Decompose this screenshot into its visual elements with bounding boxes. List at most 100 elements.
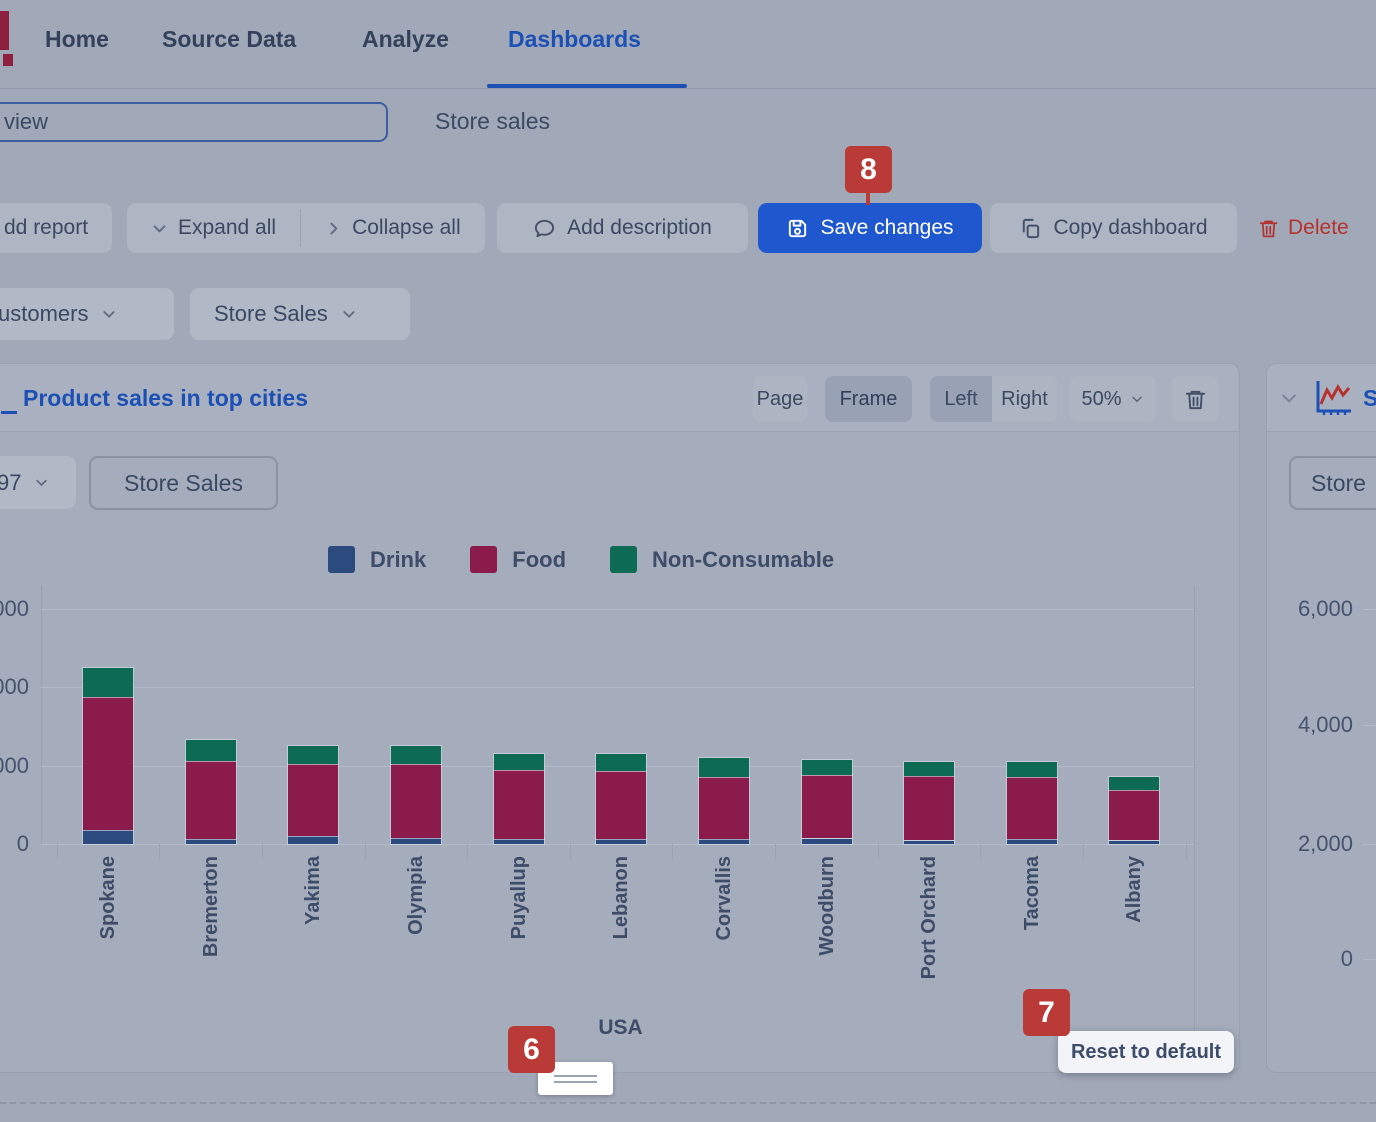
- collapse-chevron-icon[interactable]: [1279, 388, 1299, 408]
- plot-right-frame-line: [1194, 586, 1195, 1073]
- bar-yakima-non-consumable[interactable]: [288, 746, 339, 764]
- legend-item-drink[interactable]: Drink: [328, 546, 426, 573]
- bar-port-orchard-drink[interactable]: [904, 840, 955, 844]
- bar-woodburn-drink[interactable]: [801, 838, 852, 844]
- bar-port-orchard-non-consumable[interactable]: [904, 761, 955, 777]
- card-title-link[interactable]: Product sales in top cities: [23, 385, 309, 411]
- legend-label-drink: Drink: [370, 546, 427, 572]
- nav-item-source-data[interactable]: Source Data: [162, 26, 297, 52]
- right-card-y-tick-mark: [1363, 725, 1376, 726]
- add-description-label: Add description: [567, 216, 712, 239]
- bar-corvallis-non-consumable[interactable]: [698, 757, 749, 777]
- customers-filter-chip[interactable]: ustomers: [0, 288, 174, 340]
- right-card-y-tick-mark: [1363, 609, 1376, 610]
- bar-lebanon-food[interactable]: [596, 770, 647, 840]
- bar-woodburn-food[interactable]: [801, 774, 852, 839]
- x-category-label: Yakima: [302, 856, 325, 925]
- add-report-button[interactable]: dd report: [0, 203, 112, 253]
- save-changes-button[interactable]: Save changes: [758, 203, 982, 253]
- bar-albany-food[interactable]: [1109, 790, 1160, 841]
- bar-puyallup-non-consumable[interactable]: [493, 753, 544, 771]
- bar-tacoma-non-consumable[interactable]: [1006, 761, 1057, 778]
- y-tick-label: 000: [0, 596, 29, 622]
- bar-lebanon-non-consumable[interactable]: [596, 754, 647, 771]
- bar-yakima-food[interactable]: [288, 763, 339, 837]
- bar-spokane-food[interactable]: [83, 697, 133, 831]
- collapse-all-button[interactable]: Collapse all: [301, 203, 485, 253]
- store-sales-filter-chip[interactable]: Store Sales: [190, 288, 410, 340]
- x-axis-group-label: USA: [598, 1016, 643, 1039]
- frame-toggle-button[interactable]: Frame: [825, 376, 912, 422]
- bar-olympia-drink[interactable]: [390, 838, 441, 844]
- bar-tacoma-drink[interactable]: [1006, 839, 1057, 844]
- nav-item-analyze[interactable]: Analyze: [362, 26, 449, 52]
- x-axis-tick: [980, 844, 982, 859]
- page-toggle-button[interactable]: Page: [753, 376, 807, 422]
- y-gridline: [41, 609, 1194, 611]
- y-tick-label: 0: [16, 831, 29, 856]
- right-option[interactable]: Right: [992, 376, 1057, 422]
- bar-tacoma-food[interactable]: [1006, 777, 1057, 840]
- bar-olympia-food[interactable]: [390, 763, 441, 839]
- expand-all-button[interactable]: Expand all: [127, 203, 300, 253]
- bar-bremerton-drink[interactable]: [185, 839, 236, 844]
- x-axis-tick: [569, 844, 571, 859]
- frame-label: Frame: [839, 387, 898, 410]
- bar-puyallup-food[interactable]: [493, 770, 544, 839]
- active-tab-underline: [487, 84, 687, 88]
- bar-port-orchard-food[interactable]: [904, 776, 955, 841]
- y-gridline: [41, 687, 1194, 689]
- trash-icon: [1258, 218, 1279, 239]
- right-card-title-fragment[interactable]: S: [1363, 385, 1376, 411]
- nav-item-home[interactable]: Home: [45, 26, 109, 52]
- bar-lebanon-drink[interactable]: [596, 839, 647, 844]
- bar-albany-non-consumable[interactable]: [1109, 777, 1160, 791]
- delete-dashboard-button[interactable]: Delete: [1258, 203, 1376, 253]
- year-filter-chip[interactable]: 97: [0, 456, 76, 509]
- legend-item-non-consumable[interactable]: Non-Consumable: [610, 546, 834, 573]
- x-axis-tick: [1083, 844, 1084, 859]
- chart-icon-fragment: [1, 411, 17, 414]
- zoom-select[interactable]: 50%: [1069, 376, 1156, 422]
- bar-olympia-non-consumable[interactable]: [390, 746, 441, 764]
- copy-dashboard-button[interactable]: Copy dashboard: [990, 203, 1237, 253]
- group-divider: [300, 209, 302, 247]
- x-category-label: Corvallis: [712, 856, 735, 941]
- bar-yakima-drink[interactable]: [288, 836, 339, 844]
- bar-bremerton-food[interactable]: [185, 761, 236, 840]
- bar-albany-drink[interactable]: [1109, 840, 1160, 844]
- bar-woodburn-non-consumable[interactable]: [801, 759, 852, 775]
- annotation-badge-6: 6: [508, 1026, 555, 1073]
- zoom-value: 50%: [1081, 387, 1122, 410]
- left-option[interactable]: Left: [930, 376, 992, 422]
- bar-spokane-non-consumable[interactable]: [83, 667, 133, 698]
- bar-spokane-drink[interactable]: [83, 830, 133, 844]
- delete-widget-button[interactable]: [1171, 376, 1219, 422]
- bar-corvallis-food[interactable]: [698, 776, 749, 840]
- annotation-badge-8-stem: [866, 193, 870, 205]
- annotation-badge-8: 8: [845, 146, 892, 193]
- right-card-store-button[interactable]: Store: [1289, 456, 1376, 510]
- x-category-label: Woodburn: [815, 856, 838, 956]
- legend-item-food[interactable]: Food: [470, 546, 566, 573]
- bar-corvallis-drink[interactable]: [698, 839, 749, 844]
- measure-button-label: Store Sales: [124, 469, 243, 496]
- x-category-label: Port Orchard: [918, 856, 941, 980]
- chevron-down-icon: [101, 306, 117, 322]
- dashboard-subtitle: Store sales: [435, 108, 551, 134]
- nav-item-dashboards[interactable]: Dashboards: [508, 26, 641, 52]
- add-description-button[interactable]: Add description: [497, 203, 748, 253]
- dashboard-name-input[interactable]: [0, 102, 388, 142]
- x-category-label: Lebanon: [610, 856, 633, 940]
- x-axis-tick: [261, 844, 263, 859]
- bar-bremerton-non-consumable[interactable]: [185, 740, 236, 761]
- x-axis-tick: [56, 844, 58, 859]
- x-category-label: Albany: [1123, 856, 1146, 923]
- section-dashed-divider: [0, 1102, 1376, 1104]
- measure-button[interactable]: Store Sales: [89, 456, 278, 510]
- speech-bubble-icon: [533, 217, 556, 240]
- bar-puyallup-drink[interactable]: [493, 838, 544, 844]
- right-card-y-tick-mark: [1363, 844, 1376, 845]
- top-nav: Home Source Data Analyze Dashboards: [0, 0, 1376, 89]
